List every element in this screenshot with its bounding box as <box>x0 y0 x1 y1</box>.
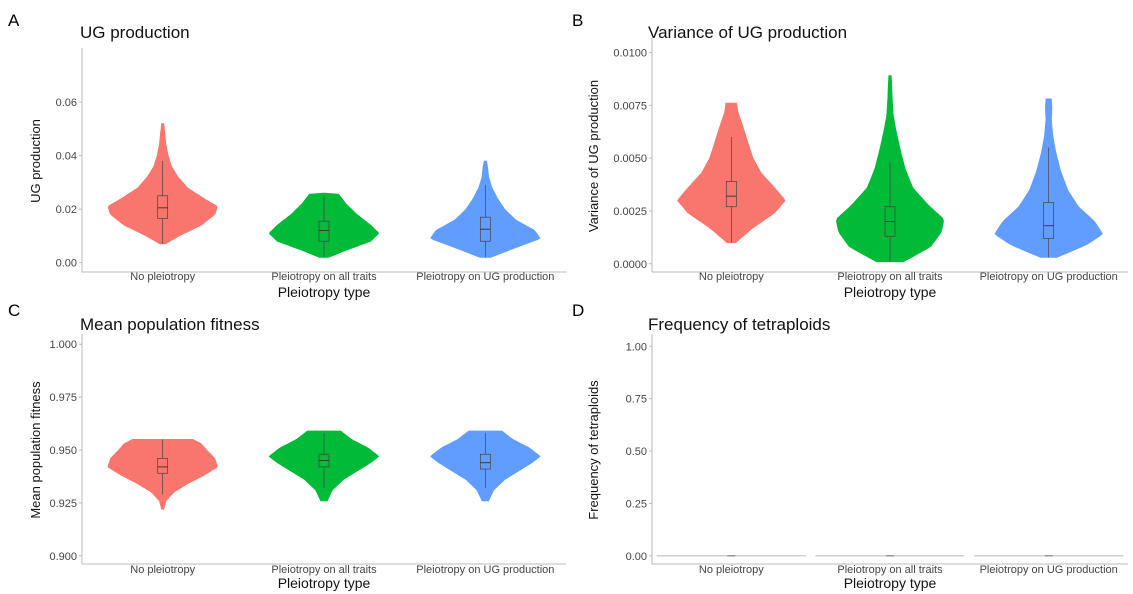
panel-title: Variance of UG production <box>648 23 847 42</box>
x-tick-label: Pleiotropy on UG production <box>416 564 554 576</box>
box <box>725 181 737 208</box>
box <box>479 453 491 470</box>
x-tick-label: Pleiotropy on all traits <box>837 564 943 576</box>
y-tick-label: 0.02 <box>56 204 77 216</box>
x-tick-label: No pleiotropy <box>130 564 195 576</box>
y-axis-label: Frequency of tetraploids <box>586 380 601 520</box>
x-axis-label: Pleiotropy type <box>844 284 937 300</box>
y-tick-label: 0.00 <box>56 258 77 270</box>
box <box>1043 202 1055 239</box>
y-axis-label: Mean population fitness <box>28 381 43 519</box>
x-tick-label: No pleiotropy <box>130 271 195 283</box>
violin-3 <box>430 430 541 502</box>
box <box>157 195 169 219</box>
x-tick-label: Pleiotropy on UG production <box>980 271 1118 283</box>
y-tick-label: 0.00 <box>626 551 647 563</box>
x-axis-label: Pleiotropy type <box>844 575 937 591</box>
y-tick-label: 0.25 <box>626 498 647 510</box>
y-tick-label: 0.50 <box>626 446 647 458</box>
box <box>157 458 169 474</box>
panel-c: C Mean population fitness 0.900 0.925 0.950 0… <box>8 301 566 591</box>
y-tick-label: 0.925 <box>49 498 77 510</box>
panel-title: Frequency of tetraploids <box>648 315 830 334</box>
y-tick-label: 0.950 <box>49 445 77 457</box>
y-tick-label: 0.900 <box>49 551 77 563</box>
y-tick-label: 0.0075 <box>613 100 647 112</box>
panel-a: A UG production 0.00 0.02 0.04 0.06 UG product… <box>8 11 566 300</box>
y-tick-label: 0.04 <box>56 151 77 163</box>
panel-b: B Variance of UG production 0.0000 0.0025 0.… <box>572 11 1128 300</box>
x-tick-label: No pleiotropy <box>699 271 764 283</box>
y-tick-label: 0.975 <box>49 392 77 404</box>
x-tick-label: No pleiotropy <box>699 564 764 576</box>
y-tick-label: 0.0050 <box>613 153 647 165</box>
y-tick-label: 0.0000 <box>613 259 647 271</box>
y-tick-label: 0.06 <box>56 97 77 109</box>
x-axis-label: Pleiotropy type <box>278 284 371 300</box>
x-tick-label: Pleiotropy on UG production <box>980 564 1118 576</box>
violin-2 <box>268 430 380 502</box>
x-tick-label: Pleiotropy on all traits <box>837 271 943 283</box>
x-axis-label: Pleiotropy type <box>278 575 371 591</box>
y-tick-label: 0.75 <box>626 394 647 406</box>
y-tick-label: 1.000 <box>49 339 77 351</box>
y-tick-label: 0.0100 <box>613 47 647 59</box>
x-tick-label: Pleiotropy on all traits <box>271 271 377 283</box>
x-tick-label: Pleiotropy on UG production <box>416 271 554 283</box>
y-axis-label: Variance of UG production <box>586 80 601 232</box>
panel-letter: A <box>8 11 20 30</box>
x-tick-label: Pleiotropy on all traits <box>271 564 377 576</box>
y-tick-label: 0.0025 <box>613 206 647 218</box>
y-tick-label: 1.00 <box>626 341 647 353</box>
box <box>318 220 330 242</box>
panel-title: UG production <box>80 23 190 42</box>
violin-2 <box>269 192 379 258</box>
panel-d: D Frequency of tetraploids 0.00 0.25 0.50 0.7… <box>572 301 1128 591</box>
panel-letter: B <box>572 11 583 30</box>
panel-letter: D <box>572 301 584 320</box>
panel-letter: C <box>8 301 20 320</box>
y-axis-label: UG production <box>28 119 43 203</box>
panel-title: Mean population fitness <box>80 315 260 334</box>
